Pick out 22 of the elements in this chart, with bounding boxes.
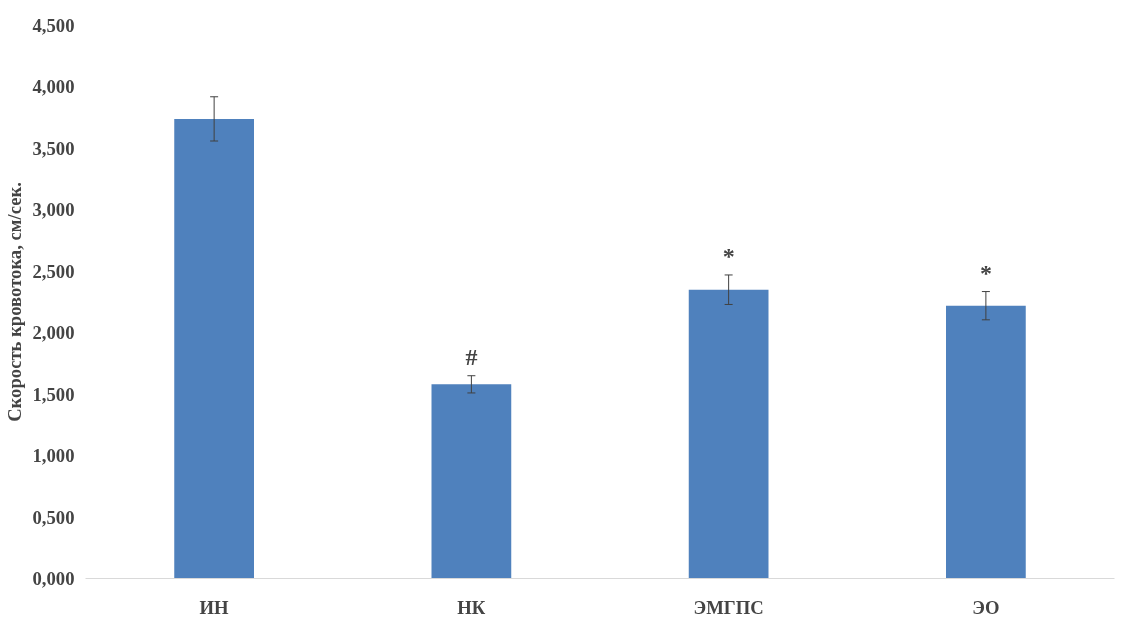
bar — [688, 289, 769, 579]
x-tick-label: ИН — [199, 596, 230, 618]
y-tick-label: 2,000 — [32, 322, 75, 344]
bar — [431, 384, 512, 579]
y-tick-label: 3,000 — [32, 199, 75, 221]
y-tick-label: 0,000 — [32, 568, 75, 589]
y-tick-label: 1,000 — [32, 445, 75, 467]
x-tick-label: НК — [457, 596, 486, 618]
bar — [174, 118, 254, 579]
y-tick-label: 4,000 — [32, 76, 75, 98]
x-tick-label: ЭО — [972, 596, 1000, 618]
y-tick-label: 1,500 — [32, 383, 75, 405]
y-tick-label: 4,500 — [32, 15, 75, 36]
annotation: * — [979, 259, 992, 286]
bar — [946, 305, 1026, 579]
x-tick-label: ЭМГПС — [693, 596, 764, 618]
y-tick-label: 0,500 — [32, 506, 75, 528]
y-tick-label: 2,500 — [32, 260, 75, 282]
annotation: # — [465, 343, 478, 370]
y-tick-label: 3,500 — [32, 137, 75, 159]
annotation: * — [722, 242, 735, 269]
y-axis-title: Скорость кровотока, см/сек. — [3, 182, 25, 422]
